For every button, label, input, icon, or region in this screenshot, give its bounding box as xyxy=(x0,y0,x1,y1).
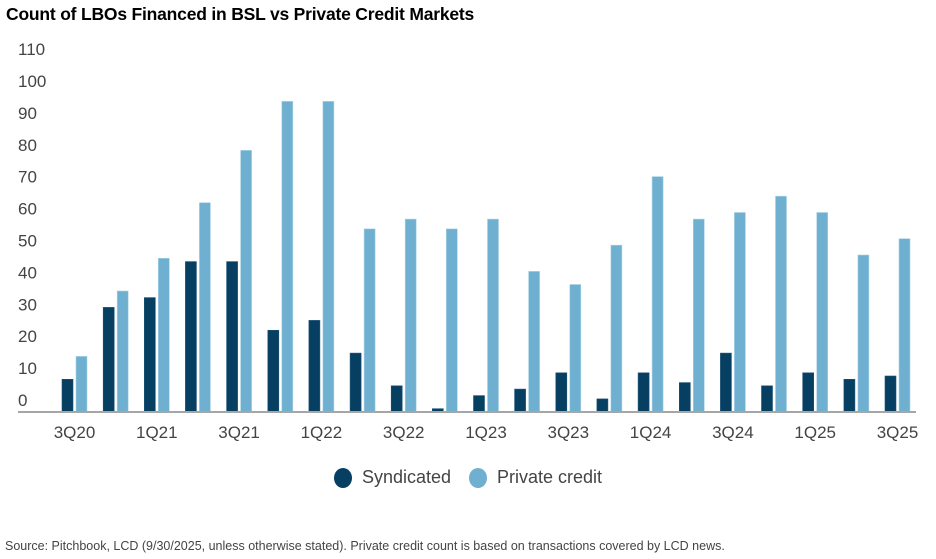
y-tick-label: 40 xyxy=(18,263,37,282)
y-tick-label: 30 xyxy=(18,295,37,314)
chart-title: Count of LBOs Financed in BSL vs Private… xyxy=(6,4,475,24)
x-tick-label: 3Q20 xyxy=(54,423,96,442)
syndicated-bar-3Q21 xyxy=(226,261,238,413)
syndicated-bar-1Q23 xyxy=(473,395,485,413)
y-tick-label: 60 xyxy=(18,200,37,219)
syndicated-bar-3Q23 xyxy=(555,372,568,413)
private-credit-bar-2Q22 xyxy=(363,228,376,413)
syndicated-swatch-icon xyxy=(333,467,352,488)
y-tick-label: 70 xyxy=(18,168,37,187)
x-tick-label: 3Q24 xyxy=(712,423,754,442)
syndicated-bar-2Q25 xyxy=(843,378,856,413)
legend: Syndicated Private credit xyxy=(0,467,936,488)
x-tick-label: 1Q22 xyxy=(301,423,343,442)
private-credit-bar-1Q21 xyxy=(158,257,170,413)
syndicated-bar-4Q20 xyxy=(102,307,115,413)
x-tick-label: 1Q25 xyxy=(794,423,836,442)
y-tick-label: 0 xyxy=(18,391,27,410)
private-credit-bar-3Q23 xyxy=(569,284,582,413)
private-credit-bar-4Q21 xyxy=(281,101,294,413)
syndicated-bar-1Q21 xyxy=(144,297,156,413)
legend-label: Private credit xyxy=(497,467,603,487)
syndicated-bar-3Q24 xyxy=(720,352,732,413)
syndicated-bar-1Q24 xyxy=(637,372,650,413)
y-tick-label: 80 xyxy=(18,136,37,155)
x-tick-label: 3Q25 xyxy=(877,423,919,442)
private-credit-bar-2Q23 xyxy=(528,271,540,413)
syndicated-bar-3Q25 xyxy=(884,375,897,413)
y-tick-label: 100 xyxy=(18,72,46,91)
private-credit-bar-3Q22 xyxy=(404,218,417,413)
y-tick-label: 50 xyxy=(18,232,37,251)
private-credit-bar-2Q25 xyxy=(857,254,870,413)
x-tick-label: 3Q22 xyxy=(383,423,425,442)
x-tick-label: 1Q23 xyxy=(465,423,507,442)
syndicated-bar-3Q22 xyxy=(390,385,403,413)
private-credit-bar-4Q22 xyxy=(445,228,458,413)
private-credit-bar-4Q24 xyxy=(775,195,787,413)
legend-item-syndicated: Syndicated xyxy=(333,467,451,488)
x-tick-label: 1Q21 xyxy=(136,423,178,442)
x-tick-label: 3Q21 xyxy=(218,423,260,442)
private-credit-bar-4Q23 xyxy=(610,244,623,413)
syndicated-bar-4Q21 xyxy=(267,329,280,413)
y-tick-label: 90 xyxy=(18,104,37,123)
syndicated-bar-2Q23 xyxy=(514,388,526,413)
legend-label: Syndicated xyxy=(361,467,451,487)
syndicated-bar-1Q25 xyxy=(802,372,815,413)
private-credit-bar-2Q21 xyxy=(199,202,211,413)
private-credit-bar-3Q20 xyxy=(75,356,88,413)
private-credit-bar-2Q24 xyxy=(692,218,705,413)
syndicated-bar-3Q20 xyxy=(61,378,74,413)
private-credit-swatch-icon xyxy=(469,467,487,488)
y-tick-label: 20 xyxy=(18,327,37,346)
legend-item-private-credit: Private credit xyxy=(469,467,602,488)
syndicated-bar-4Q23 xyxy=(596,398,609,413)
source-note: Source: Pitchbook, LCD (9/30/2025, unles… xyxy=(5,539,725,553)
bars xyxy=(61,101,911,413)
y-axis-ticks: 0 10 20 30 40 50 60 70 80 90 100 110 xyxy=(18,40,46,410)
x-tick-label: 3Q23 xyxy=(548,423,590,442)
y-tick-label: 10 xyxy=(18,359,37,378)
syndicated-bar-1Q22 xyxy=(308,320,321,413)
syndicated-bar-4Q24 xyxy=(761,385,773,413)
private-credit-bar-1Q22 xyxy=(322,101,335,413)
private-credit-bar-3Q24 xyxy=(734,212,746,413)
y-tick-label: 110 xyxy=(18,40,45,59)
bar-chart: 0 10 20 30 40 50 60 70 80 90 100 110 3Q20 1Q21 3Q21 1Q… xyxy=(18,40,919,442)
private-credit-bar-3Q25 xyxy=(898,238,911,413)
syndicated-bar-2Q24 xyxy=(678,382,691,413)
private-credit-bar-1Q24 xyxy=(651,176,664,413)
x-axis-ticks: 3Q20 1Q21 3Q21 1Q22 3Q22 1Q23 3Q23 1Q24 3Q24 1Q25… xyxy=(54,423,919,442)
private-credit-bar-1Q25 xyxy=(816,212,829,413)
syndicated-bar-2Q22 xyxy=(349,352,362,413)
syndicated-bar-2Q21 xyxy=(185,261,197,413)
private-credit-bar-3Q21 xyxy=(240,150,252,413)
x-tick-label: 1Q24 xyxy=(630,423,672,442)
private-credit-bar-1Q23 xyxy=(487,218,499,413)
private-credit-bar-4Q20 xyxy=(116,290,129,413)
